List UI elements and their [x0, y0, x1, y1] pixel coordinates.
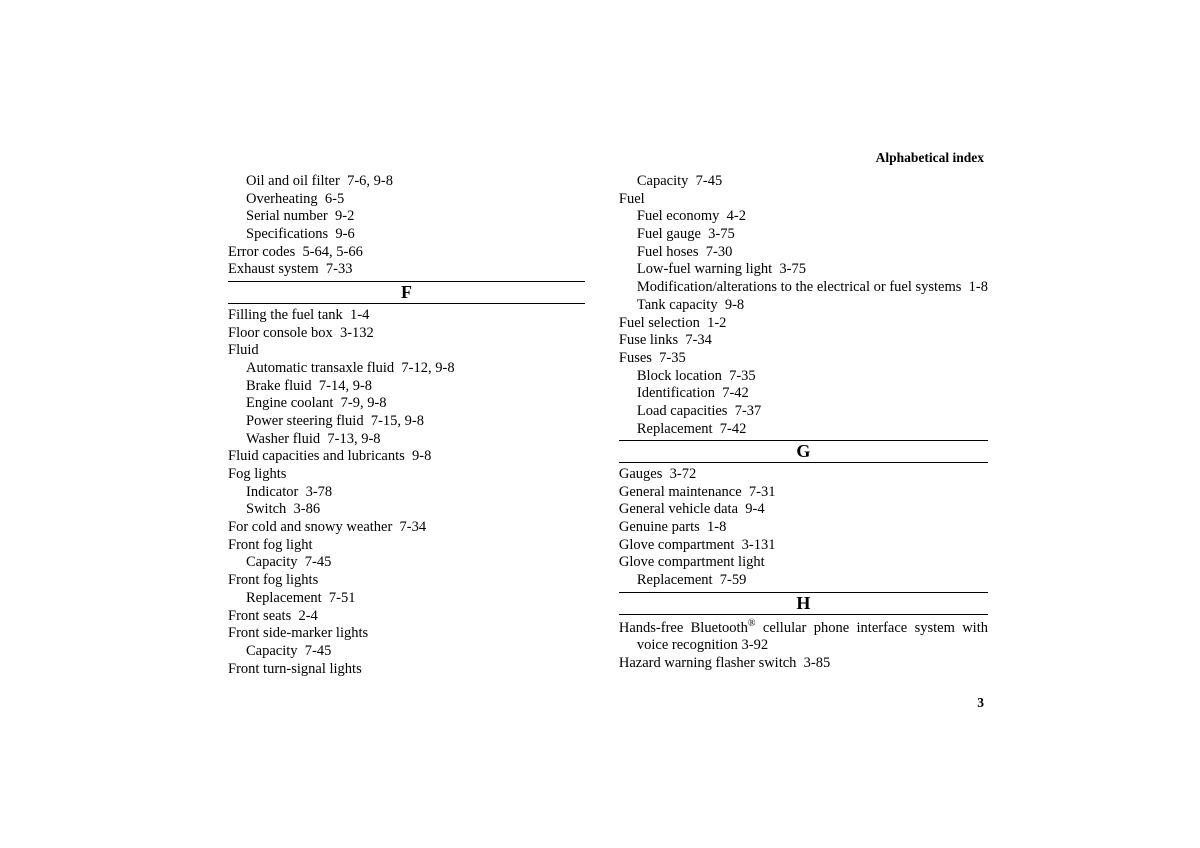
section-letter-g: G — [619, 440, 988, 463]
index-subentry: Fuel hoses 7-30 — [619, 244, 988, 262]
index-subentry: Overheating 6-5 — [228, 191, 585, 209]
index-entry: General vehicle data 9-4 — [619, 501, 988, 519]
index-text: Hands-free Bluetooth — [619, 619, 748, 635]
section-letter-h: H — [619, 592, 988, 615]
index-entry: Error codes 5-64, 5-66 — [228, 244, 585, 262]
index-entry: Gauges 3-72 — [619, 466, 988, 484]
index-entry: Glove compartment 3-131 — [619, 537, 988, 555]
index-subentry: Tank capacity 9-8 — [619, 297, 988, 315]
index-subentry: Switch 3-86 — [228, 501, 585, 519]
index-entry: For cold and snowy weather 7-34 — [228, 519, 585, 537]
index-entry: Front side-marker lights — [228, 625, 585, 643]
index-entry: Fog lights — [228, 466, 585, 484]
index-entry: Fluid — [228, 342, 585, 360]
index-entry: Genuine parts 1-8 — [619, 519, 988, 537]
index-subentry: Oil and oil filter 7-6, 9-8 — [228, 173, 585, 191]
index-subentry: Replacement 7-59 — [619, 572, 988, 590]
index-subentry: Fuel economy 4-2 — [619, 208, 988, 226]
index-subentry: Block location 7-35 — [619, 368, 988, 386]
index-entry: Fuel — [619, 191, 988, 209]
index-subentry: Specifications 9-6 — [228, 226, 585, 244]
index-subentry: Capacity 7-45 — [619, 173, 988, 191]
index-subentry: Identification 7-42 — [619, 385, 988, 403]
index-entry: Front turn-signal lights — [228, 661, 585, 679]
index-subentry: Load capacities 7-37 — [619, 403, 988, 421]
registered-icon: ® — [748, 618, 756, 629]
right-column: Capacity 7-45FuelFuel economy 4-2Fuel ga… — [619, 173, 988, 678]
index-subentry: Replacement 7-51 — [228, 590, 585, 608]
index-subentry: Capacity 7-45 — [228, 643, 585, 661]
index-subentry: Engine coolant 7-9, 9-8 — [228, 395, 585, 413]
index-subentry: Indicator 3-78 — [228, 484, 585, 502]
index-subentry: Brake fluid 7-14, 9-8 — [228, 378, 585, 396]
index-entry: General maintenance 7-31 — [619, 484, 988, 502]
index-entry: Fluid capacities and lubricants 9-8 — [228, 448, 585, 466]
index-subentry: Replacement 7-42 — [619, 421, 988, 439]
index-entry: Filling the fuel tank 1-4 — [228, 307, 585, 325]
index-entry: Fuses 7-35 — [619, 350, 988, 368]
index-subentry: Capacity 7-45 — [228, 554, 585, 572]
index-entry: Fuse links 7-34 — [619, 332, 988, 350]
index-subentry: Serial number 9-2 — [228, 208, 585, 226]
page-number: 3 — [977, 695, 984, 711]
index-subentry: Power steering fluid 7-15, 9-8 — [228, 413, 585, 431]
index-subentry: Washer fluid 7-13, 9-8 — [228, 431, 585, 449]
index-entry: Floor console box 3-132 — [228, 325, 585, 343]
index-columns: Oil and oil filter 7-6, 9-8Overheating 6… — [228, 173, 988, 678]
index-entry: Hands-free Bluetooth® cellular phone int… — [619, 618, 988, 655]
index-subentry: Low-fuel warning light 3-75 — [619, 261, 988, 279]
page-header-label: Alphabetical index — [876, 150, 984, 166]
index-entry: Front fog lights — [228, 572, 585, 590]
index-entry: Front seats 2-4 — [228, 608, 585, 626]
index-entry: Hazard warning flasher switch 3-85 — [619, 655, 988, 673]
index-subentry: Fuel gauge 3-75 — [619, 226, 988, 244]
left-column: Oil and oil filter 7-6, 9-8Overheating 6… — [228, 173, 585, 678]
index-subentry: Automatic transaxle fluid 7-12, 9-8 — [228, 360, 585, 378]
section-letter-f: F — [228, 281, 585, 304]
index-subentry: Modification/alterations to the electric… — [619, 279, 988, 297]
index-entry: Glove compartment light — [619, 554, 988, 572]
index-entry: Front fog light — [228, 537, 585, 555]
index-entry: Fuel selection 1-2 — [619, 315, 988, 333]
index-entry: Exhaust system 7-33 — [228, 261, 585, 279]
